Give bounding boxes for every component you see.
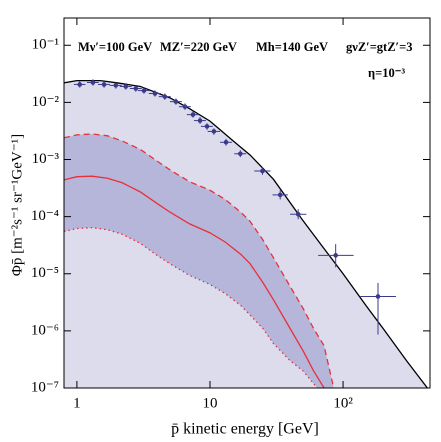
area: [64, 227, 318, 388]
data-point: [238, 151, 243, 157]
data-point: [223, 140, 229, 145]
y-tick-label: 10⁻⁵: [31, 265, 59, 281]
y-tick-label: 10⁻¹: [32, 37, 59, 53]
y-tick-label: 10⁻³: [32, 151, 60, 167]
series-line: [64, 175, 325, 388]
annotation: Mh=140 GeV: [256, 40, 328, 54]
data-point: [141, 88, 147, 93]
plot-area: [64, 79, 428, 388]
plot-frame: [63, 17, 431, 389]
y-tick-label: 10⁻⁴: [31, 208, 59, 224]
data-point: [277, 192, 283, 198]
y-tick-label: 10⁻⁷: [31, 379, 59, 395]
annotation: η=10⁻³: [368, 66, 405, 80]
data-point: [190, 112, 196, 117]
y-tick-label: 10⁻⁶: [31, 322, 59, 338]
data-point: [375, 294, 381, 299]
data-point: [90, 80, 96, 85]
data-point: [173, 99, 179, 104]
data-point: [211, 129, 217, 134]
data-point: [101, 82, 107, 87]
x-tick-label: 10: [202, 395, 217, 411]
x-tick-label: 10²: [333, 395, 353, 411]
data-point: [162, 94, 168, 99]
data-point: [77, 82, 83, 87]
annotation: gνZ′=gtZ′=3: [346, 40, 412, 54]
x-tick-label: 1: [73, 395, 81, 411]
annotation: MZ′=220 GeV: [160, 40, 237, 54]
y-tick-label: 10⁻²: [32, 94, 60, 110]
data-point: [197, 118, 203, 123]
data-point: [113, 83, 119, 88]
data-point: [123, 84, 129, 89]
data-point: [182, 104, 188, 110]
series-line: [64, 227, 318, 388]
data-point: [333, 253, 338, 258]
data-point: [260, 168, 265, 174]
data-point: [133, 86, 139, 91]
data-point: [295, 211, 301, 217]
annotation: Mν′=100 GeV: [78, 40, 152, 54]
data-point: [152, 91, 158, 96]
data-point: [204, 124, 210, 129]
x-axis-label: p̄ kinetic energy [GeV]: [171, 421, 319, 438]
y-axis-label: Φp̄ [m⁻²s⁻¹ sr⁻¹GeV⁻¹]: [9, 134, 25, 276]
series-line: [64, 80, 428, 388]
